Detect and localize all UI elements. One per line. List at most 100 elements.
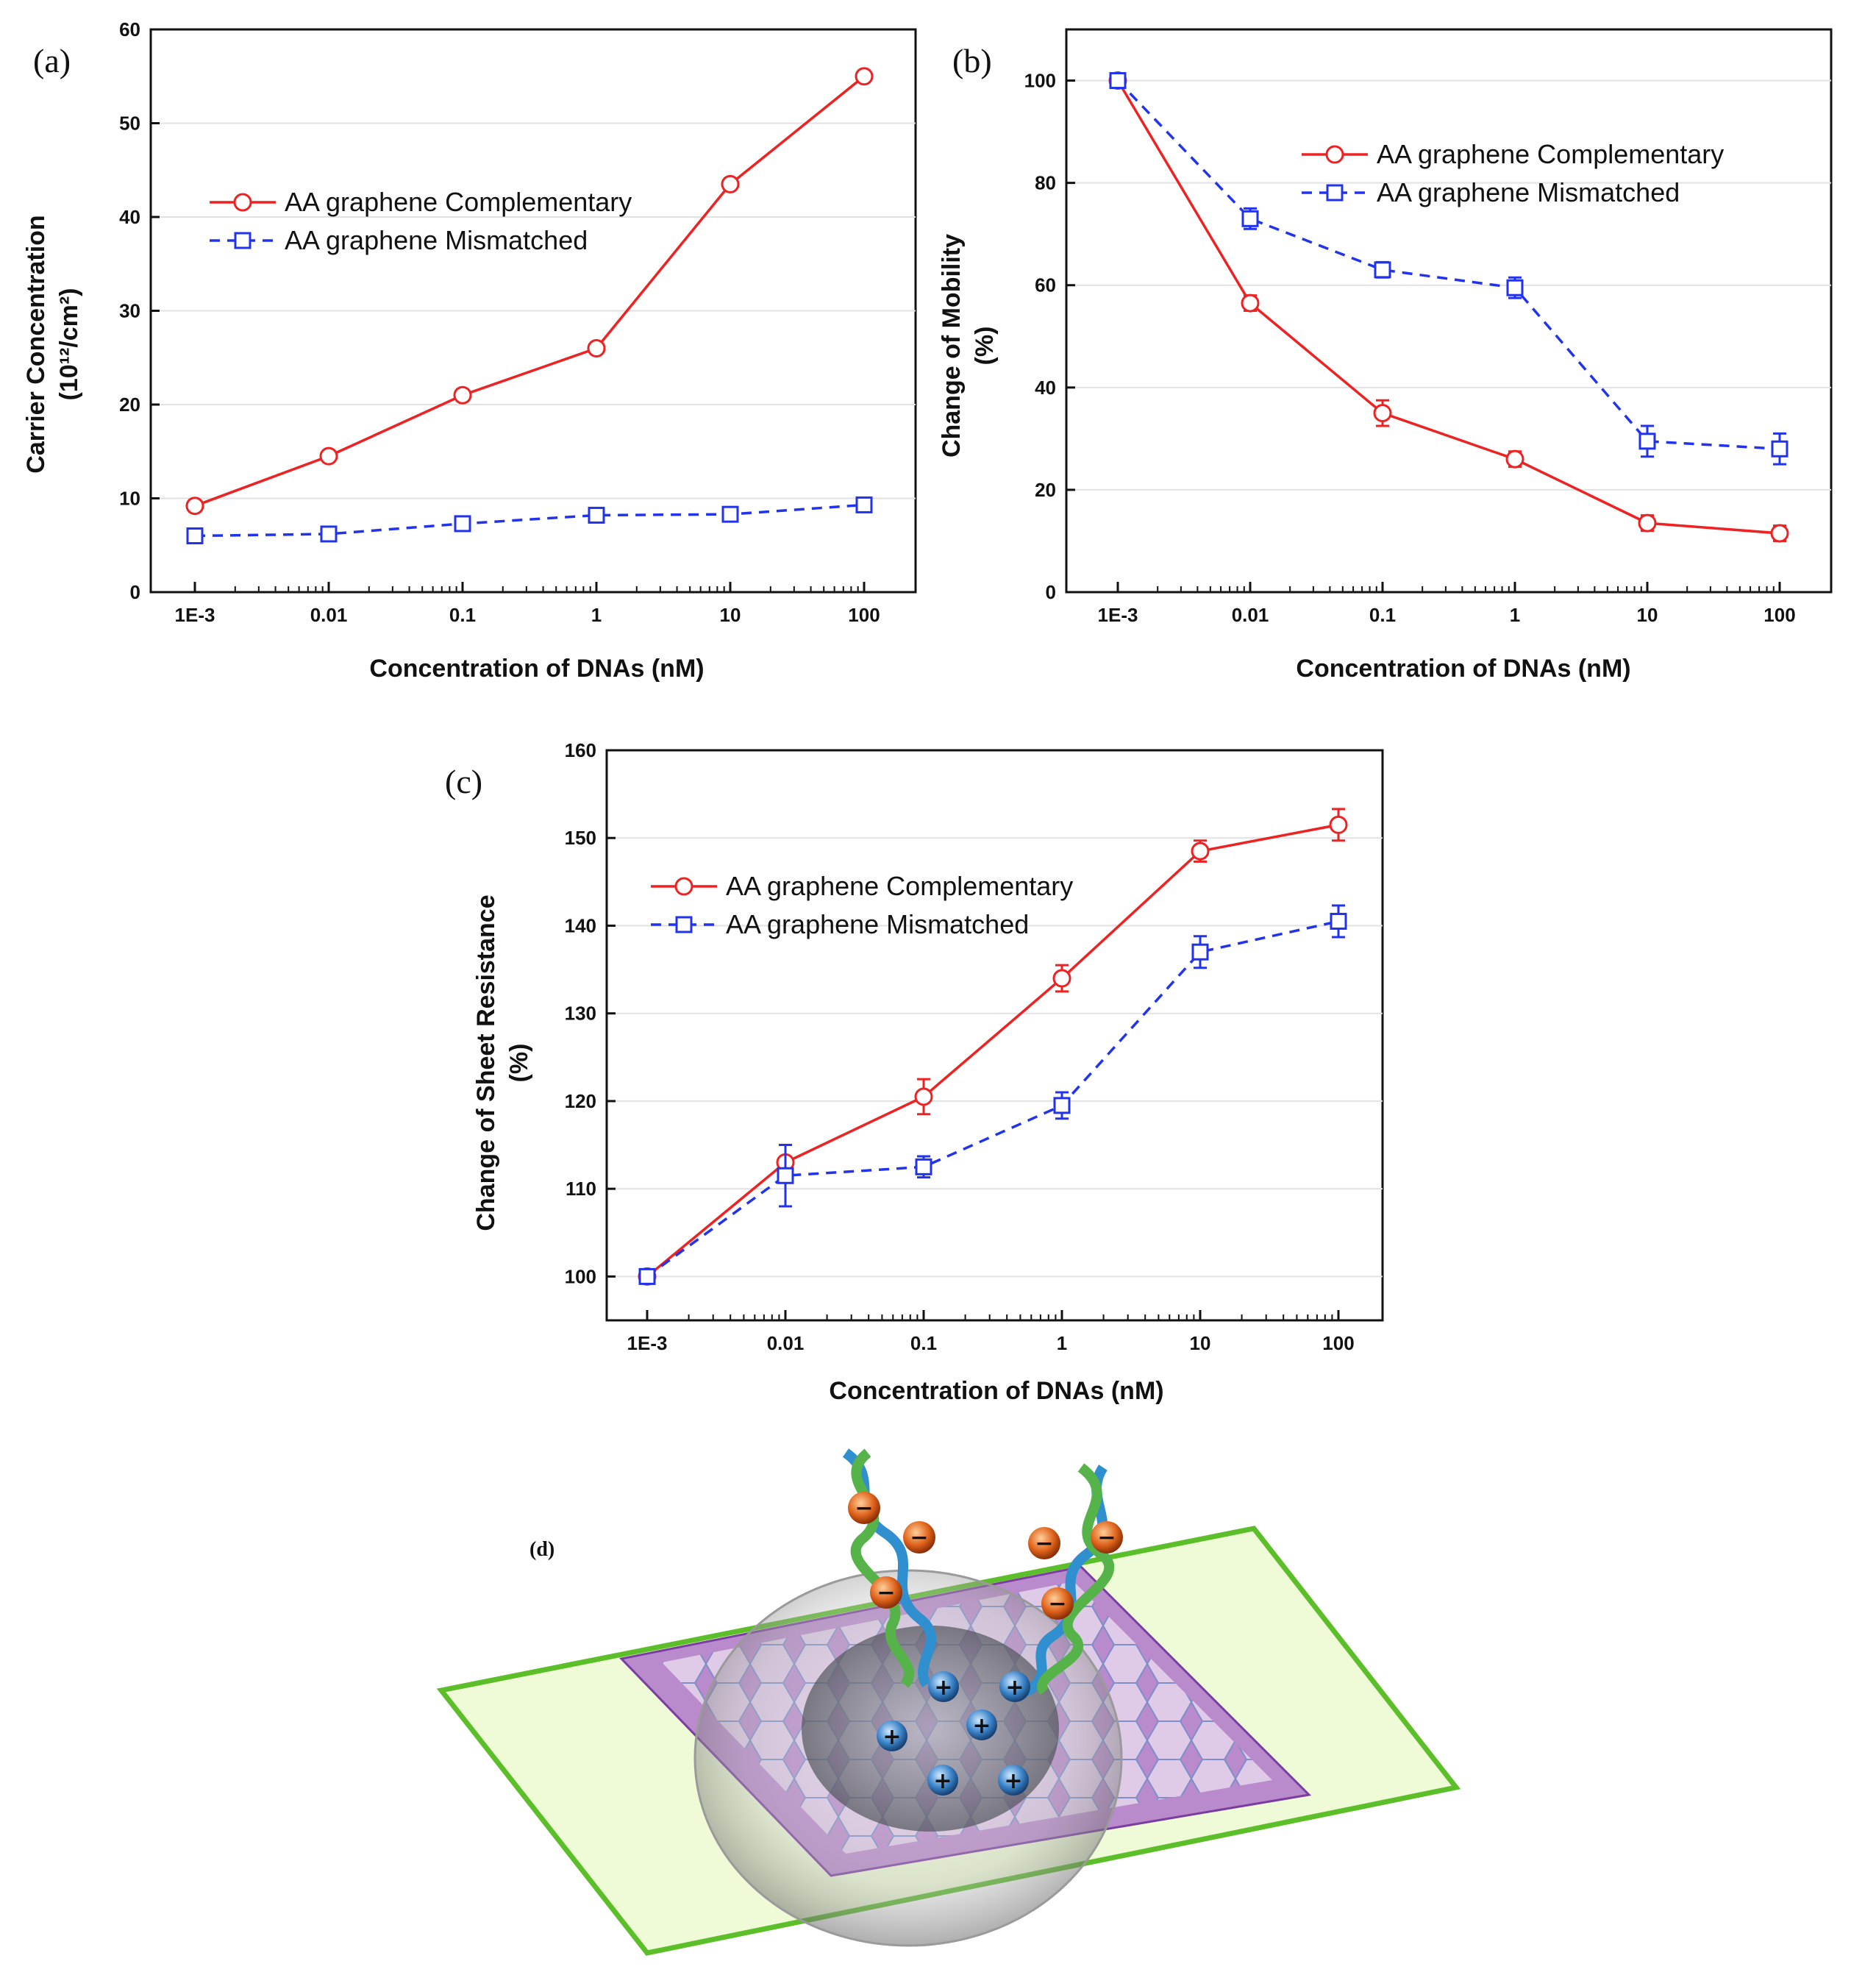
- dna-sensor-illustration: − − − − − − + + + + + + (d): [436, 1448, 1461, 1956]
- negative-charges: − − − − − −: [848, 1492, 1123, 1620]
- y-tick-label: 160: [565, 739, 596, 761]
- x-tick-label: 0.01: [310, 604, 348, 626]
- y-tick-label: 100: [1024, 70, 1056, 92]
- data-point: [319, 446, 338, 466]
- data-point: [1191, 841, 1210, 861]
- y-tick-label: 110: [566, 1178, 596, 1200]
- data-point: [721, 505, 739, 523]
- legend-entry: AA graphene Mismatched: [210, 225, 588, 255]
- data-point: [1330, 913, 1347, 930]
- series-b-complementary: [1108, 71, 1789, 543]
- series-line: [1116, 79, 1780, 451]
- data-point: [915, 1158, 932, 1175]
- legend-label: AA graphene Mismatched: [726, 909, 1029, 939]
- y-tick-label: 130: [565, 1003, 596, 1025]
- data-point: [320, 525, 338, 543]
- data-point: [1052, 969, 1071, 988]
- data-point: [1373, 404, 1392, 423]
- y-tick-label: 30: [119, 300, 140, 322]
- negative-charge-icon: −: [1028, 1527, 1060, 1559]
- svg-text:+: +: [882, 1724, 901, 1750]
- data-point: [1771, 440, 1788, 458]
- legend-label: AA graphene Mismatched: [285, 225, 588, 255]
- chart-panel-a: (a) Carrier Concentration (10¹²/cm²) Con…: [22, 18, 917, 683]
- y-tick-label: 60: [1035, 274, 1056, 296]
- y-tick-label: 20: [1035, 479, 1056, 501]
- x-tick-label: 0.1: [1369, 604, 1396, 626]
- x-tick-label: 0.1: [449, 604, 476, 626]
- plot-area-b: 0 20 40 60 80 100 1E-3 0.01 0.1 1 10 100 AA graphene…: [1024, 28, 1833, 626]
- x-tick-label: 10: [1637, 604, 1658, 626]
- legend-marker: [234, 232, 252, 249]
- legend-label: AA graphene Complementary: [1377, 139, 1724, 169]
- x-tick-label: 10: [1190, 1332, 1211, 1354]
- y-tick-label: 100: [565, 1265, 596, 1287]
- data-point: [587, 339, 606, 357]
- panel-label-b: (b): [952, 42, 992, 79]
- chart-panel-b: (b) Change of Mobility (%) Concentration…: [938, 28, 1833, 683]
- x-tick-label: 0.01: [767, 1332, 805, 1354]
- panel-label-c: (c): [445, 763, 482, 800]
- x-tick-label: 100: [848, 604, 880, 626]
- negative-charge-icon: −: [848, 1492, 880, 1524]
- y-tick-label: 40: [119, 206, 140, 228]
- x-tick-label: 1: [591, 604, 602, 626]
- series-a-mismatched: [186, 496, 873, 544]
- x-axis-label-a: Concentration of DNAs (nM): [369, 655, 704, 683]
- plot-frame-c: [605, 749, 1384, 1322]
- data-point: [855, 67, 874, 86]
- y-tick-label: 140: [565, 914, 596, 936]
- plot-frame-b: [1065, 28, 1833, 594]
- svg-text:+: +: [1004, 1768, 1022, 1794]
- legend-label: AA graphene Complementary: [285, 187, 632, 217]
- positive-charge-icon: +: [877, 1720, 907, 1751]
- positive-charge-icon: +: [999, 1671, 1030, 1702]
- series-line: [194, 503, 865, 538]
- data-point: [914, 1087, 933, 1106]
- data-point: [454, 515, 471, 533]
- chart-panel-c: (c) Change of Sheet Resistance (%) Conce…: [445, 739, 1384, 1405]
- negative-charge-icon: −: [903, 1521, 935, 1554]
- legend-a: AA graphene Complementary AA graphene Mis…: [210, 187, 632, 255]
- legend-marker: [1325, 145, 1344, 164]
- data-point: [1053, 1097, 1071, 1114]
- negative-charge-icon: −: [870, 1576, 902, 1609]
- svg-text:+: +: [933, 1768, 952, 1794]
- data-point: [588, 506, 605, 524]
- y-axis-label-c: Change of Sheet Resistance: [472, 894, 500, 1231]
- series-line: [646, 823, 1339, 1278]
- x-tick-label: 1E-3: [175, 604, 215, 626]
- legend-b: AA graphene Complementary AA graphene Mis…: [1302, 139, 1724, 207]
- data-point: [1638, 433, 1656, 450]
- legend-marker: [1326, 184, 1344, 202]
- x-tick-label: 1: [1510, 604, 1520, 626]
- legend-entry: AA graphene Complementary: [651, 871, 1073, 901]
- data-point: [855, 496, 873, 513]
- svg-text:+: +: [934, 1675, 952, 1701]
- svg-text:−: −: [1048, 1591, 1066, 1617]
- series-c-mismatched: [638, 904, 1347, 1285]
- data-point: [1638, 513, 1657, 533]
- data-point: [638, 1267, 656, 1285]
- series-line: [646, 919, 1339, 1278]
- positive-charge-icon: +: [928, 1671, 959, 1702]
- legend-entry: AA graphene Mismatched: [1302, 177, 1680, 207]
- data-point: [721, 174, 740, 193]
- positive-charges: + + + + + +: [877, 1671, 1030, 1796]
- negative-charge-icon: −: [1091, 1521, 1123, 1554]
- y-tick-label: 0: [130, 581, 140, 603]
- x-tick-label: 100: [1763, 604, 1795, 626]
- data-point: [1770, 524, 1789, 543]
- y-tick-label: 50: [119, 113, 140, 135]
- x-tick-label: 1: [1057, 1332, 1067, 1354]
- data-point: [1109, 72, 1127, 90]
- legend-entry: AA graphene Mismatched: [651, 909, 1029, 939]
- legend-label: AA graphene Complementary: [726, 871, 1073, 901]
- x-axis-label-b: Concentration of DNAs (nM): [1296, 655, 1630, 683]
- data-point: [186, 527, 204, 544]
- svg-text:+: +: [1005, 1675, 1024, 1701]
- svg-text:−: −: [877, 1580, 895, 1606]
- svg-text:−: −: [1035, 1531, 1053, 1556]
